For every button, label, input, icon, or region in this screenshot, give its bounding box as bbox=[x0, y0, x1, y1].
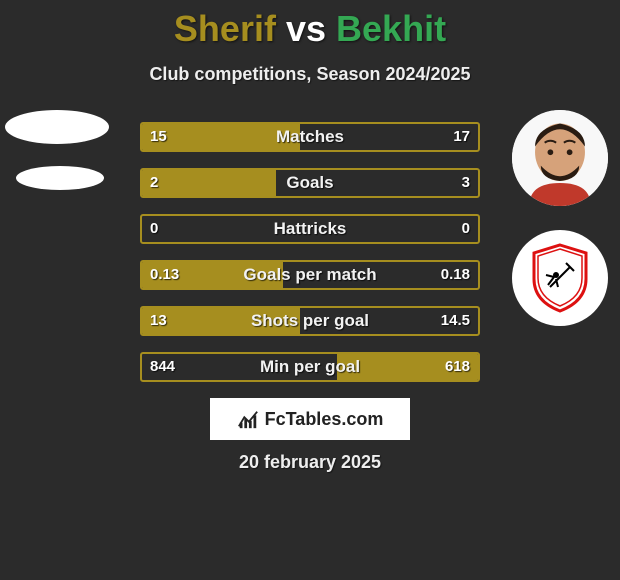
stat-row: 1314.5Shots per goal bbox=[140, 306, 480, 336]
stat-row: 844618Min per goal bbox=[140, 352, 480, 382]
stat-label: Goals bbox=[142, 170, 478, 196]
stat-row: 1517Matches bbox=[140, 122, 480, 152]
brand-chart-icon bbox=[237, 408, 259, 430]
stat-label: Min per goal bbox=[142, 354, 478, 380]
brand-badge: FcTables.com bbox=[210, 398, 410, 440]
subtitle: Club competitions, Season 2024/2025 bbox=[0, 64, 620, 85]
stat-label: Hattricks bbox=[142, 216, 478, 242]
stat-row: 0.130.18Goals per match bbox=[140, 260, 480, 290]
stat-label: Matches bbox=[142, 124, 478, 150]
stat-row: 23Goals bbox=[140, 168, 480, 198]
stat-label: Goals per match bbox=[142, 262, 478, 288]
player2-club-crest bbox=[512, 230, 608, 326]
page-title: Sherif vs Bekhit bbox=[0, 0, 620, 50]
title-player1: Sherif bbox=[174, 8, 276, 49]
stat-label: Shots per goal bbox=[142, 308, 478, 334]
player1-club-placeholder bbox=[16, 166, 104, 190]
title-vs: vs bbox=[286, 8, 326, 49]
player1-avatar-placeholder bbox=[5, 110, 109, 144]
date-text: 20 february 2025 bbox=[0, 452, 620, 473]
stat-row: 00Hattricks bbox=[140, 214, 480, 244]
player2-avatar bbox=[512, 110, 608, 206]
brand-text: FcTables.com bbox=[265, 409, 384, 430]
stats-table: 1517Matches 23Goals 00Hattricks 0.130.18Goa… bbox=[140, 122, 480, 398]
title-player2: Bekhit bbox=[336, 8, 446, 49]
left-player-column bbox=[5, 110, 115, 190]
right-player-column bbox=[505, 110, 615, 350]
